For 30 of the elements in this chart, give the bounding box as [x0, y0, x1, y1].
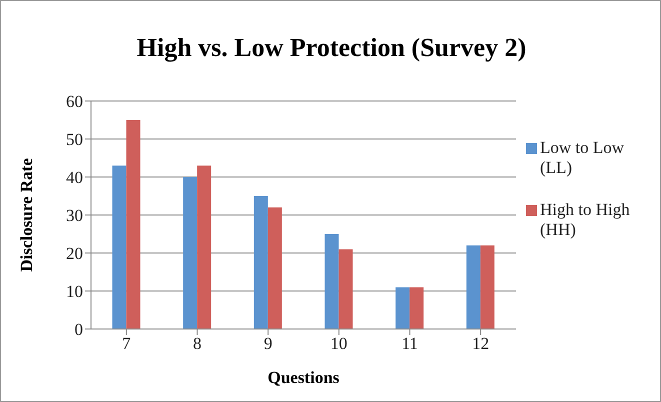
x-tick-label: 9 — [264, 334, 272, 354]
bar — [396, 287, 410, 329]
bar — [183, 177, 198, 329]
x-tick-label: 7 — [122, 334, 132, 354]
y-tick-label: 0 — [74, 320, 83, 340]
bar — [126, 120, 140, 329]
bar — [324, 234, 339, 329]
x-tick-label: 8 — [193, 334, 202, 354]
bar — [480, 245, 494, 329]
y-tick-label: 60 — [66, 92, 83, 112]
bar — [466, 245, 480, 329]
bar — [197, 166, 212, 329]
bar — [410, 287, 424, 329]
x-tick-label: 11 — [402, 334, 418, 354]
chart-title: High vs. Low Protection (Survey 2) — [136, 33, 528, 63]
bar — [338, 249, 353, 329]
y-tick-label: 30 — [66, 206, 83, 226]
y-tick-label: 10 — [66, 282, 83, 302]
x-tick-label: 10 — [330, 334, 348, 354]
y-tick-label: 50 — [66, 130, 83, 150]
y-tick-label: 40 — [66, 168, 83, 188]
bar — [254, 196, 268, 329]
y-tick-label: 20 — [66, 244, 83, 264]
y-axis-title: Disclosure Rate — [17, 158, 36, 272]
x-tick-label: 12 — [472, 334, 490, 354]
legend-label: Low to Low (LL) — [540, 138, 626, 178]
legend-label: High to High (HH) — [540, 200, 631, 240]
bar — [112, 166, 126, 329]
x-axis-title: Questions — [268, 368, 340, 387]
bar — [268, 207, 282, 329]
